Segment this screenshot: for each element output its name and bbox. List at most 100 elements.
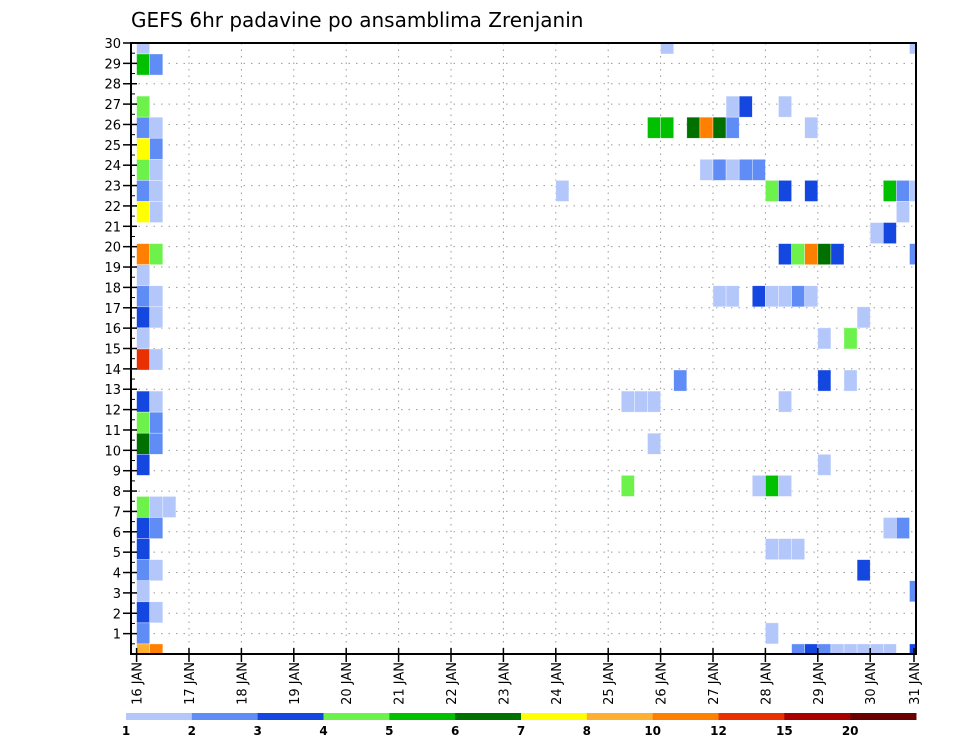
- heatmap-cell: [699, 159, 714, 181]
- heatmap-cell: [804, 180, 819, 202]
- heatmap-cell: [149, 137, 164, 160]
- heatmap-cell: [136, 159, 151, 181]
- heatmap-cell: [712, 116, 727, 139]
- heatmap-cell: [136, 453, 151, 476]
- colorbar-label: 8: [583, 724, 591, 738]
- heatmap-cell: [882, 517, 897, 539]
- colorbar-label: 7: [517, 724, 525, 738]
- colorbar-swatch: [850, 713, 917, 720]
- heatmap-cell: [725, 285, 740, 308]
- heatmap-cell: [725, 116, 740, 139]
- heatmap-cell: [765, 285, 779, 308]
- heatmap-cell: [843, 327, 858, 350]
- heatmap-cell: [149, 411, 164, 434]
- heatmap-cell: [778, 475, 792, 497]
- colorbar-swatch: [718, 713, 785, 720]
- x-tick-label: 29 JAN: [812, 662, 827, 705]
- colorbar-swatch: [257, 713, 324, 720]
- heatmap-cell: [738, 159, 753, 181]
- heatmap-cell: [830, 243, 845, 265]
- y-tick-label: 5: [113, 546, 121, 561]
- colorbar-swatch: [323, 713, 390, 720]
- heatmap-cell: [751, 159, 766, 181]
- heatmap-cell: [699, 116, 714, 139]
- y-tick-label: 4: [113, 567, 121, 582]
- heatmap-cell: [778, 180, 792, 202]
- heatmap-cell: [817, 369, 832, 392]
- heatmap-cell: [725, 159, 740, 181]
- heatmap-cell: [712, 285, 727, 308]
- heatmap-cell: [882, 180, 897, 202]
- heatmap-cell: [136, 601, 151, 624]
- colorbar-legend: 1 2 3 4 5 6 7 8 10 12 15 20: [122, 713, 917, 738]
- x-tick-label: 22 JAN: [445, 662, 460, 705]
- colorbar-label: 1: [122, 724, 130, 738]
- y-tick-label: 1: [113, 628, 121, 643]
- y-tick-label: 11: [104, 424, 121, 439]
- heatmap-cell: [869, 643, 884, 654]
- colorbar-swatch: [586, 713, 654, 720]
- y-tick-label: 21: [104, 220, 121, 235]
- x-tick-label: 25 JAN: [602, 662, 617, 705]
- colorbar-swatch: [652, 713, 719, 720]
- heatmap-cell: [136, 517, 151, 539]
- heatmap-cell: [620, 475, 635, 497]
- heatmap-cell: [620, 390, 635, 413]
- colorbar-swatch: [126, 713, 193, 720]
- x-tick-label: 17 JAN: [183, 662, 198, 705]
- heatmap-cell: [136, 390, 151, 413]
- heatmap-cell: [896, 517, 910, 539]
- y-tick-label: 29: [104, 57, 121, 72]
- heatmap-cell: [136, 116, 151, 139]
- heatmap-cell: [660, 116, 674, 139]
- y-tick-label: 17: [104, 302, 121, 317]
- heatmap-cell: [136, 306, 151, 329]
- colorbar-swatch: [784, 713, 851, 720]
- colorbar-swatch: [389, 713, 456, 720]
- heatmap-cell: [149, 390, 164, 413]
- heatmap-cell: [149, 53, 164, 76]
- heatmap-cell: [751, 475, 766, 497]
- heatmap-cell: [555, 180, 570, 202]
- heatmap-cell: [817, 453, 832, 476]
- colorbar-label: 2: [188, 724, 196, 738]
- heatmap-cell: [686, 116, 701, 139]
- heatmap-cell: [791, 285, 805, 308]
- heatmap-cell: [136, 643, 151, 654]
- y-tick-label: 27: [104, 98, 121, 113]
- heatmap-cell: [765, 622, 779, 645]
- x-tick-label: 27 JAN: [707, 662, 722, 705]
- heatmap-cell: [817, 243, 832, 265]
- heatmap-cell: [778, 538, 792, 560]
- heatmap-cell: [856, 306, 871, 329]
- heatmap-cell: [136, 411, 151, 434]
- heatmap-cell: [149, 432, 164, 455]
- heatmap-cell: [751, 285, 766, 308]
- heatmap-cell: [778, 390, 792, 413]
- y-tick-label: 22: [104, 200, 121, 215]
- heatmap-cell: [136, 559, 151, 582]
- heatmap-cell: [909, 643, 916, 654]
- heatmap-cell: [149, 643, 164, 654]
- y-tick-label: 24: [104, 159, 121, 174]
- chart-title: GEFS 6hr padavine po ansamblima Zrenjani…: [131, 8, 583, 32]
- heatmap-cell: [149, 159, 164, 181]
- heatmap-cells: [136, 43, 916, 654]
- heatmap-cell: [136, 432, 151, 455]
- heatmap-cell: [909, 180, 916, 202]
- y-tick-label: 25: [104, 139, 121, 154]
- heatmap-cell: [804, 243, 819, 265]
- heatmap-cell: [791, 538, 805, 560]
- x-tick-label: 30 JAN: [864, 662, 879, 705]
- heatmap-cell: [149, 517, 164, 539]
- x-tick-label: 16 JAN: [131, 662, 146, 705]
- colorbar-label: 20: [842, 724, 859, 738]
- colorbar-label: 15: [776, 724, 793, 738]
- heatmap-cell: [765, 180, 779, 202]
- x-tick-label: 28 JAN: [759, 662, 774, 705]
- colorbar-label: 3: [253, 724, 261, 738]
- heatmap-cell: [136, 180, 151, 202]
- heatmap-cell: [830, 643, 845, 654]
- x-tick-label: 21 JAN: [393, 662, 408, 705]
- heatmap-cell: [882, 222, 897, 244]
